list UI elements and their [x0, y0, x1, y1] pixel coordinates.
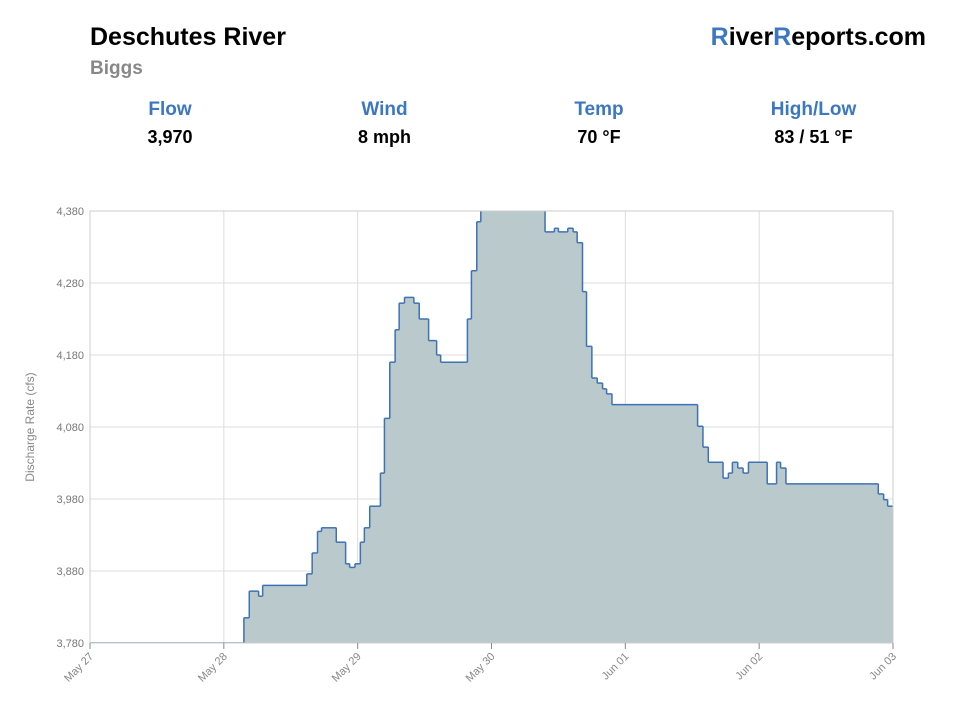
area-step	[258, 596, 264, 643]
area-step	[369, 506, 381, 643]
x-tick-label: Jun 01	[600, 651, 632, 683]
area-step	[476, 221, 482, 643]
area-step	[345, 563, 351, 643]
area-step	[317, 531, 323, 643]
area-step	[708, 462, 724, 643]
area-step	[399, 303, 406, 643]
stat-value: 8 mph	[358, 127, 411, 147]
x-tick-label: Jun 02	[733, 651, 765, 683]
logo-part: R	[773, 23, 791, 51]
area-step	[697, 426, 704, 643]
x-tick-label: May 27	[62, 651, 96, 685]
stat-value: 70 °F	[577, 127, 620, 147]
stat-label: High/Low	[771, 99, 857, 120]
area-step	[419, 319, 430, 643]
area-step	[480, 211, 546, 643]
stats: Flow 3,970 Wind 8 mph Temp 70 °F High/Low 83 / …	[147, 99, 856, 147]
logo-part: eports.com	[791, 23, 926, 51]
step-connector	[243, 211, 889, 643]
stat-value: 83 / 51 °F	[774, 127, 852, 147]
stat-label: Temp	[574, 99, 623, 120]
logo-part: R	[711, 23, 729, 51]
area-step	[395, 329, 400, 643]
area-step	[243, 617, 250, 643]
area-step	[262, 585, 308, 643]
area-step	[440, 362, 468, 643]
area-step	[767, 483, 778, 643]
area-step	[597, 383, 604, 643]
subtitle: Biggs	[90, 58, 143, 79]
y-tick-label: 4,180	[56, 350, 84, 362]
area-step	[743, 473, 749, 643]
area-step	[728, 473, 733, 643]
plot	[90, 211, 893, 643]
area-step	[602, 388, 608, 643]
area-step	[748, 462, 768, 643]
y-axis-label: Discharge Rate (cfs)	[23, 372, 37, 481]
area-step	[573, 231, 578, 643]
area-step	[554, 228, 559, 643]
area-step	[360, 542, 365, 643]
x-tick-label: May 28	[196, 651, 230, 685]
area-step	[887, 506, 893, 643]
area-step	[364, 527, 371, 643]
area-step	[582, 291, 588, 643]
area-step	[586, 346, 593, 643]
area-step	[606, 393, 613, 643]
x-tick-label: Jun 03	[867, 651, 899, 683]
area-step	[878, 493, 885, 643]
area-step	[380, 473, 385, 643]
area-step	[545, 231, 555, 643]
area-step	[404, 297, 415, 643]
area-step	[306, 573, 313, 643]
y-tick-label: 3,880	[56, 566, 84, 578]
y-tick-label: 3,980	[56, 494, 84, 506]
area-step	[723, 478, 729, 643]
area-step	[436, 355, 442, 643]
stat-label: Flow	[148, 99, 191, 120]
area-step	[467, 319, 472, 643]
title: Deschutes River	[90, 23, 286, 51]
area-step	[883, 499, 889, 643]
area-step	[737, 468, 744, 643]
logo-part: iver	[729, 23, 774, 51]
area-step	[312, 553, 319, 643]
area-step	[785, 483, 879, 643]
area-step	[780, 468, 787, 643]
area-step	[702, 447, 709, 643]
area-step	[567, 228, 574, 643]
stat-label: Wind	[361, 99, 407, 120]
area-step	[591, 378, 598, 643]
area-step	[558, 231, 569, 643]
area-step	[384, 418, 391, 643]
area-step	[349, 567, 356, 643]
area-step	[354, 563, 361, 643]
y-tick-label: 4,380	[56, 206, 84, 218]
area-step	[389, 362, 396, 643]
area-step	[249, 591, 260, 643]
area-step	[732, 462, 739, 643]
logo: RiverReports.com	[711, 23, 926, 51]
area-step	[336, 542, 347, 643]
area-step	[471, 270, 478, 643]
y-tick-label: 4,280	[56, 278, 84, 290]
area-step	[428, 340, 438, 643]
area-step	[413, 303, 420, 643]
x-tick-label: May 29	[330, 651, 364, 685]
y-tick-label: 4,080	[56, 422, 84, 434]
y-tick-label: 3,780	[56, 638, 84, 650]
area-step	[611, 404, 699, 643]
stat-value: 3,970	[147, 127, 192, 147]
area-step	[776, 462, 782, 643]
area-step	[321, 527, 337, 643]
x-tick-label: May 30	[464, 651, 498, 685]
area-step	[577, 242, 584, 643]
